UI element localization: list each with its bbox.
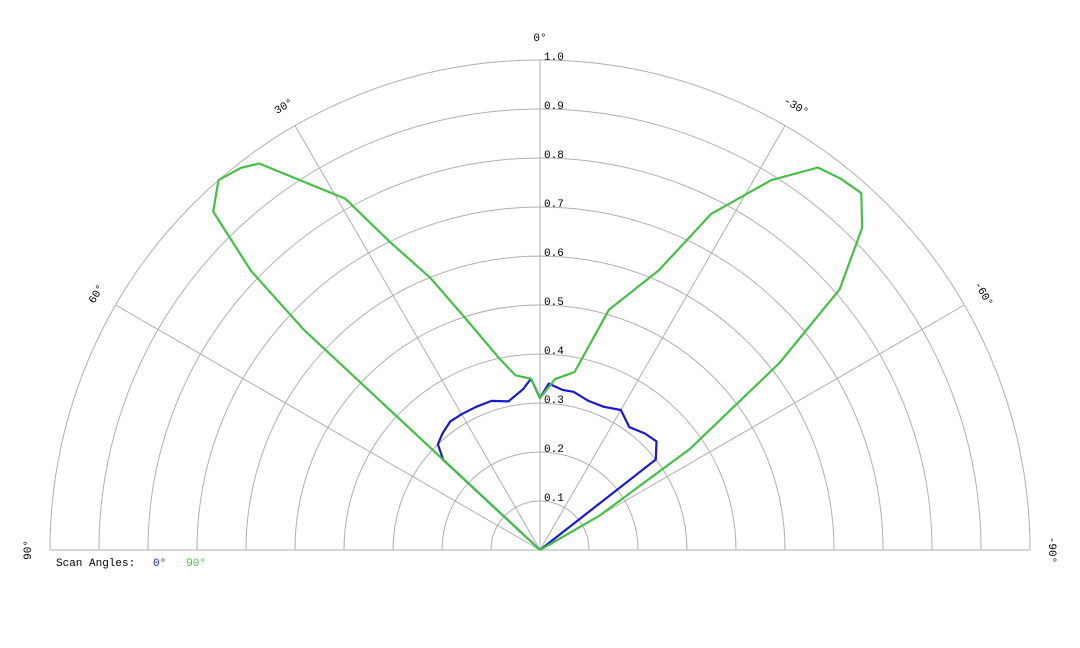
grid-spoke — [539, 125, 786, 551]
r-tick-label: 0.2 — [544, 444, 564, 456]
series-line — [212, 162, 864, 551]
theta-tick-label: 60° — [87, 283, 107, 306]
grid-spoke — [294, 125, 541, 551]
theta-tick-label: 0° — [533, 33, 546, 45]
legend-entry: 90° — [186, 558, 206, 570]
legend-title: Scan Angles: — [56, 558, 135, 570]
r-tick-label: 0.1 — [544, 493, 564, 505]
r-tick-label: 0.6 — [544, 248, 564, 260]
theta-tick-label: -90° — [1045, 537, 1057, 563]
grid-spoke — [115, 304, 541, 551]
legend-entry: 0° — [153, 558, 166, 570]
r-tick-label: 0.3 — [544, 395, 564, 407]
r-tick-label: 0.5 — [544, 297, 564, 309]
r-tick-label: 0.7 — [544, 199, 564, 211]
grid-spoke — [539, 304, 965, 551]
r-tick-label: 0.8 — [544, 150, 564, 162]
theta-tick-label: -30° — [781, 96, 810, 120]
theta-tick-label: 30° — [273, 97, 296, 117]
theta-tick-label: -60° — [971, 280, 995, 309]
r-tick-label: 0.4 — [544, 346, 564, 358]
r-tick-label: 1.0 — [544, 52, 564, 64]
theta-tick-label: 90° — [23, 540, 35, 560]
r-tick-label: 0.9 — [544, 101, 564, 113]
